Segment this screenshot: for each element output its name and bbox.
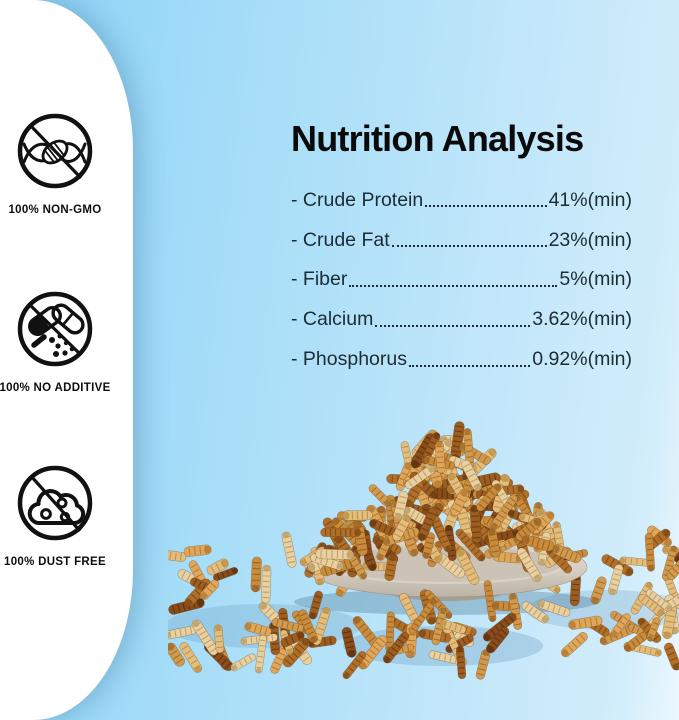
- larvae-plate-illustration: [168, 421, 679, 680]
- badge-non-gmo: 100% NON-GMO: [0, 111, 110, 216]
- nutrition-panel: Nutrition Analysis - Crude Protein 41%(m…: [291, 119, 632, 389]
- nutrient-value: 41%(min): [548, 188, 632, 211]
- nutrient-name: - Crude Fat: [291, 228, 390, 251]
- dot-leader: [349, 284, 558, 287]
- nutrition-row: - Crude Protein 41%(min): [291, 188, 632, 211]
- nutrient-name: - Fiber: [291, 268, 348, 291]
- dot-leader: [408, 364, 531, 367]
- no-gmo-icon: [15, 111, 95, 191]
- nutrient-name: - Phosphorus: [291, 348, 407, 371]
- nutrition-row: - Calcium 3.62%(min): [291, 308, 632, 331]
- product-photo: [168, 418, 679, 720]
- badge-label: 100% NO ADDITIVE: [0, 382, 111, 394]
- dot-leader: [391, 244, 547, 247]
- badge-label: 100% NON-GMO: [8, 204, 102, 216]
- left-badges-panel: 100% NON-GMO: [0, 0, 133, 720]
- badge-no-additive: 100% NO ADDITIVE: [0, 289, 110, 394]
- nutrition-title: Nutrition Analysis: [291, 118, 584, 159]
- dust-free-icon: [15, 463, 95, 543]
- nutrient-value: 23%(min): [548, 228, 632, 251]
- nutrient-name: - Calcium: [291, 308, 374, 331]
- nutrient-value: 0.92%(min): [532, 348, 632, 371]
- nutrient-name: - Crude Protein: [291, 188, 424, 211]
- badge-label: 100% DUST FREE: [4, 556, 106, 568]
- badge-dust-free: 100% DUST FREE: [0, 463, 110, 568]
- nutrient-value: 5%(min): [559, 268, 632, 291]
- dot-leader: [375, 324, 531, 327]
- nutrition-row: - Phosphorus 0.92%(min): [291, 348, 632, 371]
- nutrition-list: - Crude Protein 41%(min) - Crude Fat 23%…: [291, 188, 632, 371]
- nutrition-row: - Crude Fat 23%(min): [291, 228, 632, 251]
- no-additive-icon: [15, 289, 95, 369]
- dot-leader: [425, 205, 547, 208]
- nutrition-row: - Fiber 5%(min): [291, 268, 632, 291]
- nutrient-value: 3.62%(min): [532, 308, 632, 331]
